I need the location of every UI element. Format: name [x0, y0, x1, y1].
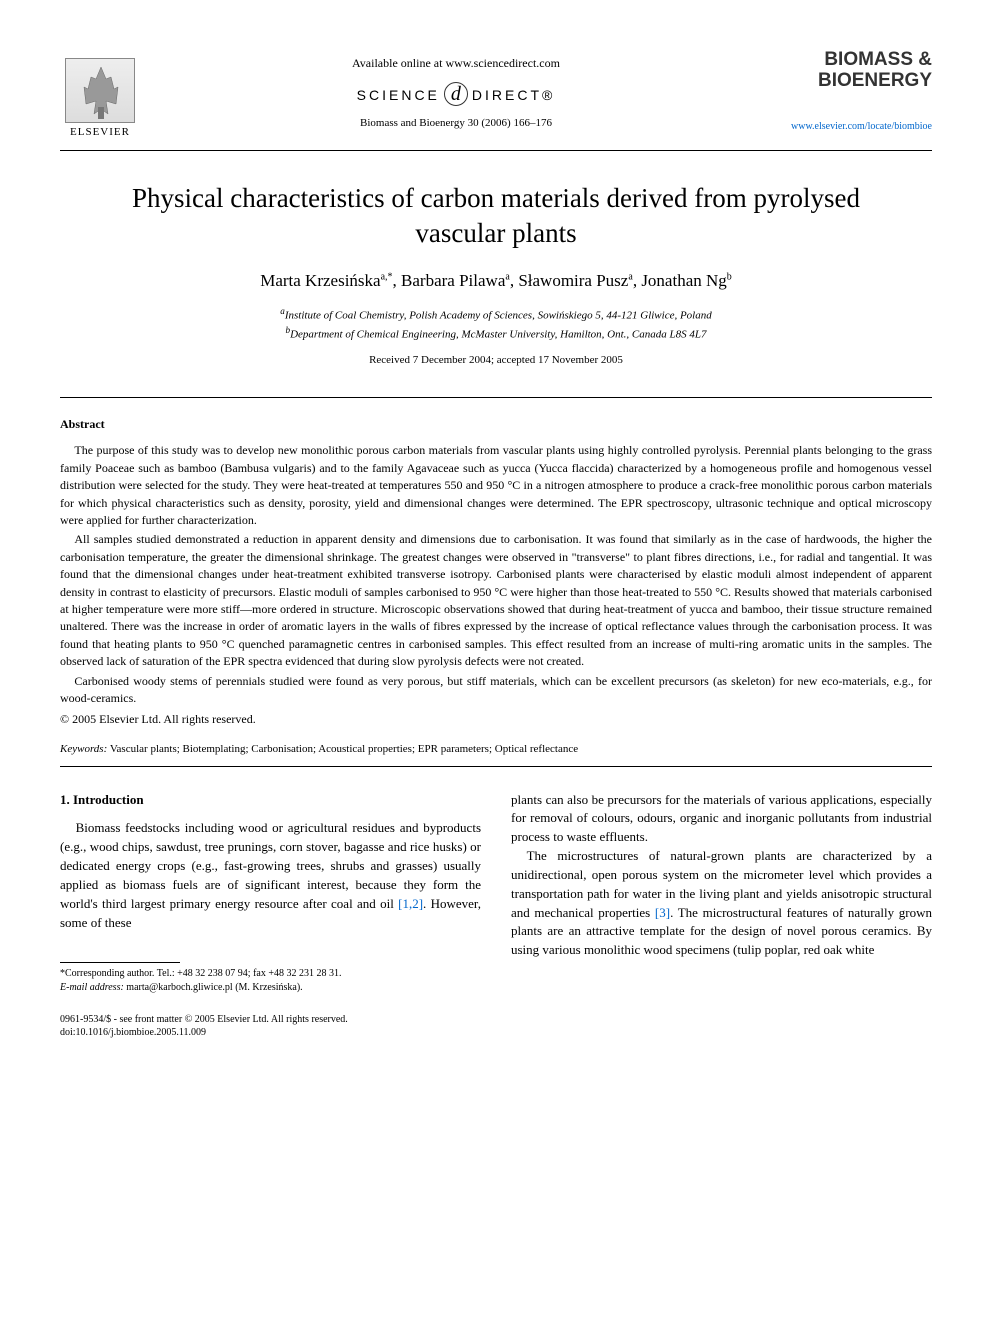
journal-reference: Biomass and Bioenergy 30 (2006) 166–176 — [140, 116, 772, 131]
left-column: 1. Introduction Biomass feedstocks inclu… — [60, 791, 481, 996]
abstract-heading: Abstract — [60, 416, 932, 433]
section-1-heading: 1. Introduction — [60, 791, 481, 810]
author-2-marks: a — [505, 272, 509, 283]
author-3: Sławomira Pusz — [518, 271, 628, 290]
header-center: Available online at www.sciencedirect.co… — [140, 50, 772, 131]
abstract-p3: Carbonised woody stems of perennials stu… — [60, 673, 932, 708]
footnote-rule — [60, 962, 180, 963]
intro-p1-cont: plants can also be precursors for the ma… — [511, 791, 932, 848]
author-1: Marta Krzesińska — [260, 271, 380, 290]
article-dates: Received 7 December 2004; accepted 17 No… — [60, 353, 932, 368]
abstract-top-rule — [60, 397, 932, 398]
journal-brand: BIOMASS & BIOENERGY www.elsevier.com/loc… — [772, 50, 932, 134]
author-3-marks: a — [628, 272, 632, 283]
abstract-body: The purpose of this study was to develop… — [60, 442, 932, 707]
email-value: marta@karboch.gliwice.pl (M. Krzesińska)… — [126, 982, 302, 993]
affiliation-a: aInstitute of Coal Chemistry, Polish Aca… — [60, 305, 932, 324]
sd-right: DIRECT® — [472, 87, 555, 103]
keywords-label: Keywords: — [60, 743, 107, 755]
abstract-bottom-rule — [60, 766, 932, 767]
elsevier-name: ELSEVIER — [70, 125, 130, 140]
sd-at-icon: d — [444, 82, 468, 106]
abstract-p1: The purpose of this study was to develop… — [60, 442, 932, 529]
corresponding-author: *Corresponding author. Tel.: +48 32 238 … — [60, 967, 481, 981]
intro-p1: Biomass feedstocks including wood or agr… — [60, 819, 481, 932]
email-line: E-mail address: marta@karboch.gliwice.pl… — [60, 981, 481, 995]
elsevier-logo: ELSEVIER — [60, 50, 140, 140]
brand-line1: BIOMASS & — [772, 50, 932, 71]
sd-left: SCIENCE — [357, 87, 440, 103]
affiliations: aInstitute of Coal Chemistry, Polish Aca… — [60, 305, 932, 343]
science-direct-logo: SCIENCEdDIRECT® — [140, 80, 772, 108]
keywords-text: Vascular plants; Biotemplating; Carbonis… — [110, 743, 578, 755]
author-4-marks: b — [727, 272, 732, 283]
abstract-p2: All samples studied demonstrated a reduc… — [60, 531, 932, 670]
keywords-line: Keywords: Vascular plants; Biotemplating… — [60, 742, 932, 757]
ref-link-3[interactable]: [3] — [655, 905, 670, 920]
brand-line2: BIOENERGY — [772, 71, 932, 92]
body-columns: 1. Introduction Biomass feedstocks inclu… — [60, 791, 932, 996]
author-1-marks: a,* — [381, 272, 393, 283]
bottom-meta: 0961-9534/$ - see front matter © 2005 El… — [60, 1013, 932, 1039]
copyright-line: © 2005 Elsevier Ltd. All rights reserved… — [60, 711, 932, 728]
affil-b-text: Department of Chemical Engineering, McMa… — [290, 329, 706, 341]
affil-a-text: Institute of Coal Chemistry, Polish Acad… — [285, 310, 712, 322]
available-online-text: Available online at www.sciencedirect.co… — [140, 55, 772, 72]
affiliation-b: bDepartment of Chemical Engineering, McM… — [60, 324, 932, 343]
footnotes: *Corresponding author. Tel.: +48 32 238 … — [60, 967, 481, 995]
doi-line: doi:10.1016/j.biombioe.2005.11.009 — [60, 1026, 932, 1039]
header-rule — [60, 150, 932, 151]
ref-link-1-2[interactable]: [1,2] — [398, 896, 423, 911]
right-column: plants can also be precursors for the ma… — [511, 791, 932, 996]
article-title: Physical characteristics of carbon mater… — [120, 181, 872, 251]
email-label: E-mail address: — [60, 982, 124, 993]
author-2: Barbara Pilawa — [401, 271, 505, 290]
elsevier-tree-icon — [65, 58, 135, 123]
page-header: ELSEVIER Available online at www.science… — [60, 50, 932, 140]
front-matter-line: 0961-9534/$ - see front matter © 2005 El… — [60, 1013, 932, 1026]
brand-url-link[interactable]: www.elsevier.com/locate/biombioe — [772, 120, 932, 134]
author-4: Jonathan Ng — [641, 271, 726, 290]
intro-p2: The microstructures of natural-grown pla… — [511, 847, 932, 960]
authors-line: Marta Krzesińskaa,*, Barbara Pilawaa, Sł… — [60, 269, 932, 293]
